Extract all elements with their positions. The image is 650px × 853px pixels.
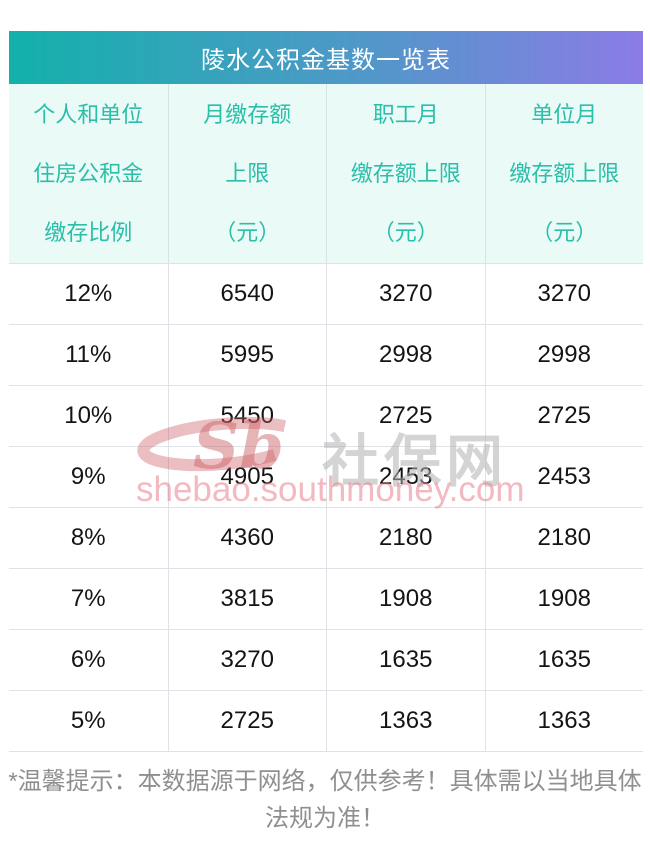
table-row: 11% 5995 2998 2998 [9,324,643,385]
employee-cap-cell: 2453 [326,447,485,507]
column-header-employer-cap: 单位月 缴存额上限 （元） [484,84,644,263]
employer-cap-cell: 1363 [484,691,644,751]
employer-cap-cell: 2453 [484,447,644,507]
table-row: 8% 4360 2180 2180 [9,507,643,568]
monthly-cap-cell: 6540 [167,264,327,324]
ratio-cell: 7% [70,585,106,612]
ratio-cell: 10% [64,402,113,429]
fund-base-table: 陵水公积金基数一览表 个人和单位 住房公积金 缴存比例 月缴存额 上限 （元） … [9,31,643,752]
monthly-cap-cell: 2725 [167,691,327,751]
table-title-bar: 陵水公积金基数一览表 [9,31,643,84]
employee-cap-cell: 1635 [326,630,485,690]
monthly-cap-cell: 5995 [167,325,327,385]
ratio-cell: 11% [65,341,112,368]
employer-cap-cell: 2180 [484,508,644,568]
employer-cap-cell: 3270 [484,264,644,324]
employer-cap-cell: 1908 [484,569,644,629]
ratio-cell: 6% [70,646,106,673]
table-row: 9% 4905 2453 2453 [9,446,643,507]
table-title: 陵水公积金基数一览表 [201,47,451,74]
table-row: 12% 6540 3270 3270 [9,263,643,324]
footer-note: *温馨提示：本数据源于网络，仅供参考！具体需以当地具体法规为准！ [8,768,642,832]
column-header-employee-cap: 职工月 缴存额上限 （元） [326,84,485,263]
employer-cap-cell: 2998 [484,325,644,385]
table-row: 7% 3815 1908 1908 [9,568,643,629]
table-row: 6% 3270 1635 1635 [9,629,643,690]
table-body: 12% 6540 3270 3270 11% 5995 2998 2998 10… [9,263,643,752]
employee-cap-cell: 1908 [326,569,485,629]
employee-cap-cell: 1363 [326,691,485,751]
employee-cap-cell: 2180 [326,508,485,568]
employee-cap-cell: 2998 [326,325,485,385]
ratio-cell: 12% [64,280,113,307]
monthly-cap-cell: 4360 [167,508,327,568]
monthly-cap-cell: 4905 [167,447,327,507]
employee-cap-cell: 2725 [326,386,485,446]
monthly-cap-cell: 3815 [167,569,327,629]
table-row: 10% 5450 2725 2725 [9,385,643,446]
table-row: 5% 2725 1363 1363 [9,690,643,751]
ratio-cell: 5% [70,707,106,734]
monthly-cap-cell: 5450 [167,386,327,446]
column-header-monthly-cap: 月缴存额 上限 （元） [167,84,327,263]
employer-cap-cell: 2725 [484,386,644,446]
column-header-ratio: 个人和单位 住房公积金 缴存比例 [33,102,144,245]
table-header-row: 个人和单位 住房公积金 缴存比例 月缴存额 上限 （元） 职工月 缴存额上限 （… [9,84,643,263]
employee-cap-cell: 3270 [326,264,485,324]
employer-cap-cell: 1635 [484,630,644,690]
ratio-cell: 8% [70,524,106,551]
monthly-cap-cell: 3270 [167,630,327,690]
ratio-cell: 9% [70,463,106,490]
